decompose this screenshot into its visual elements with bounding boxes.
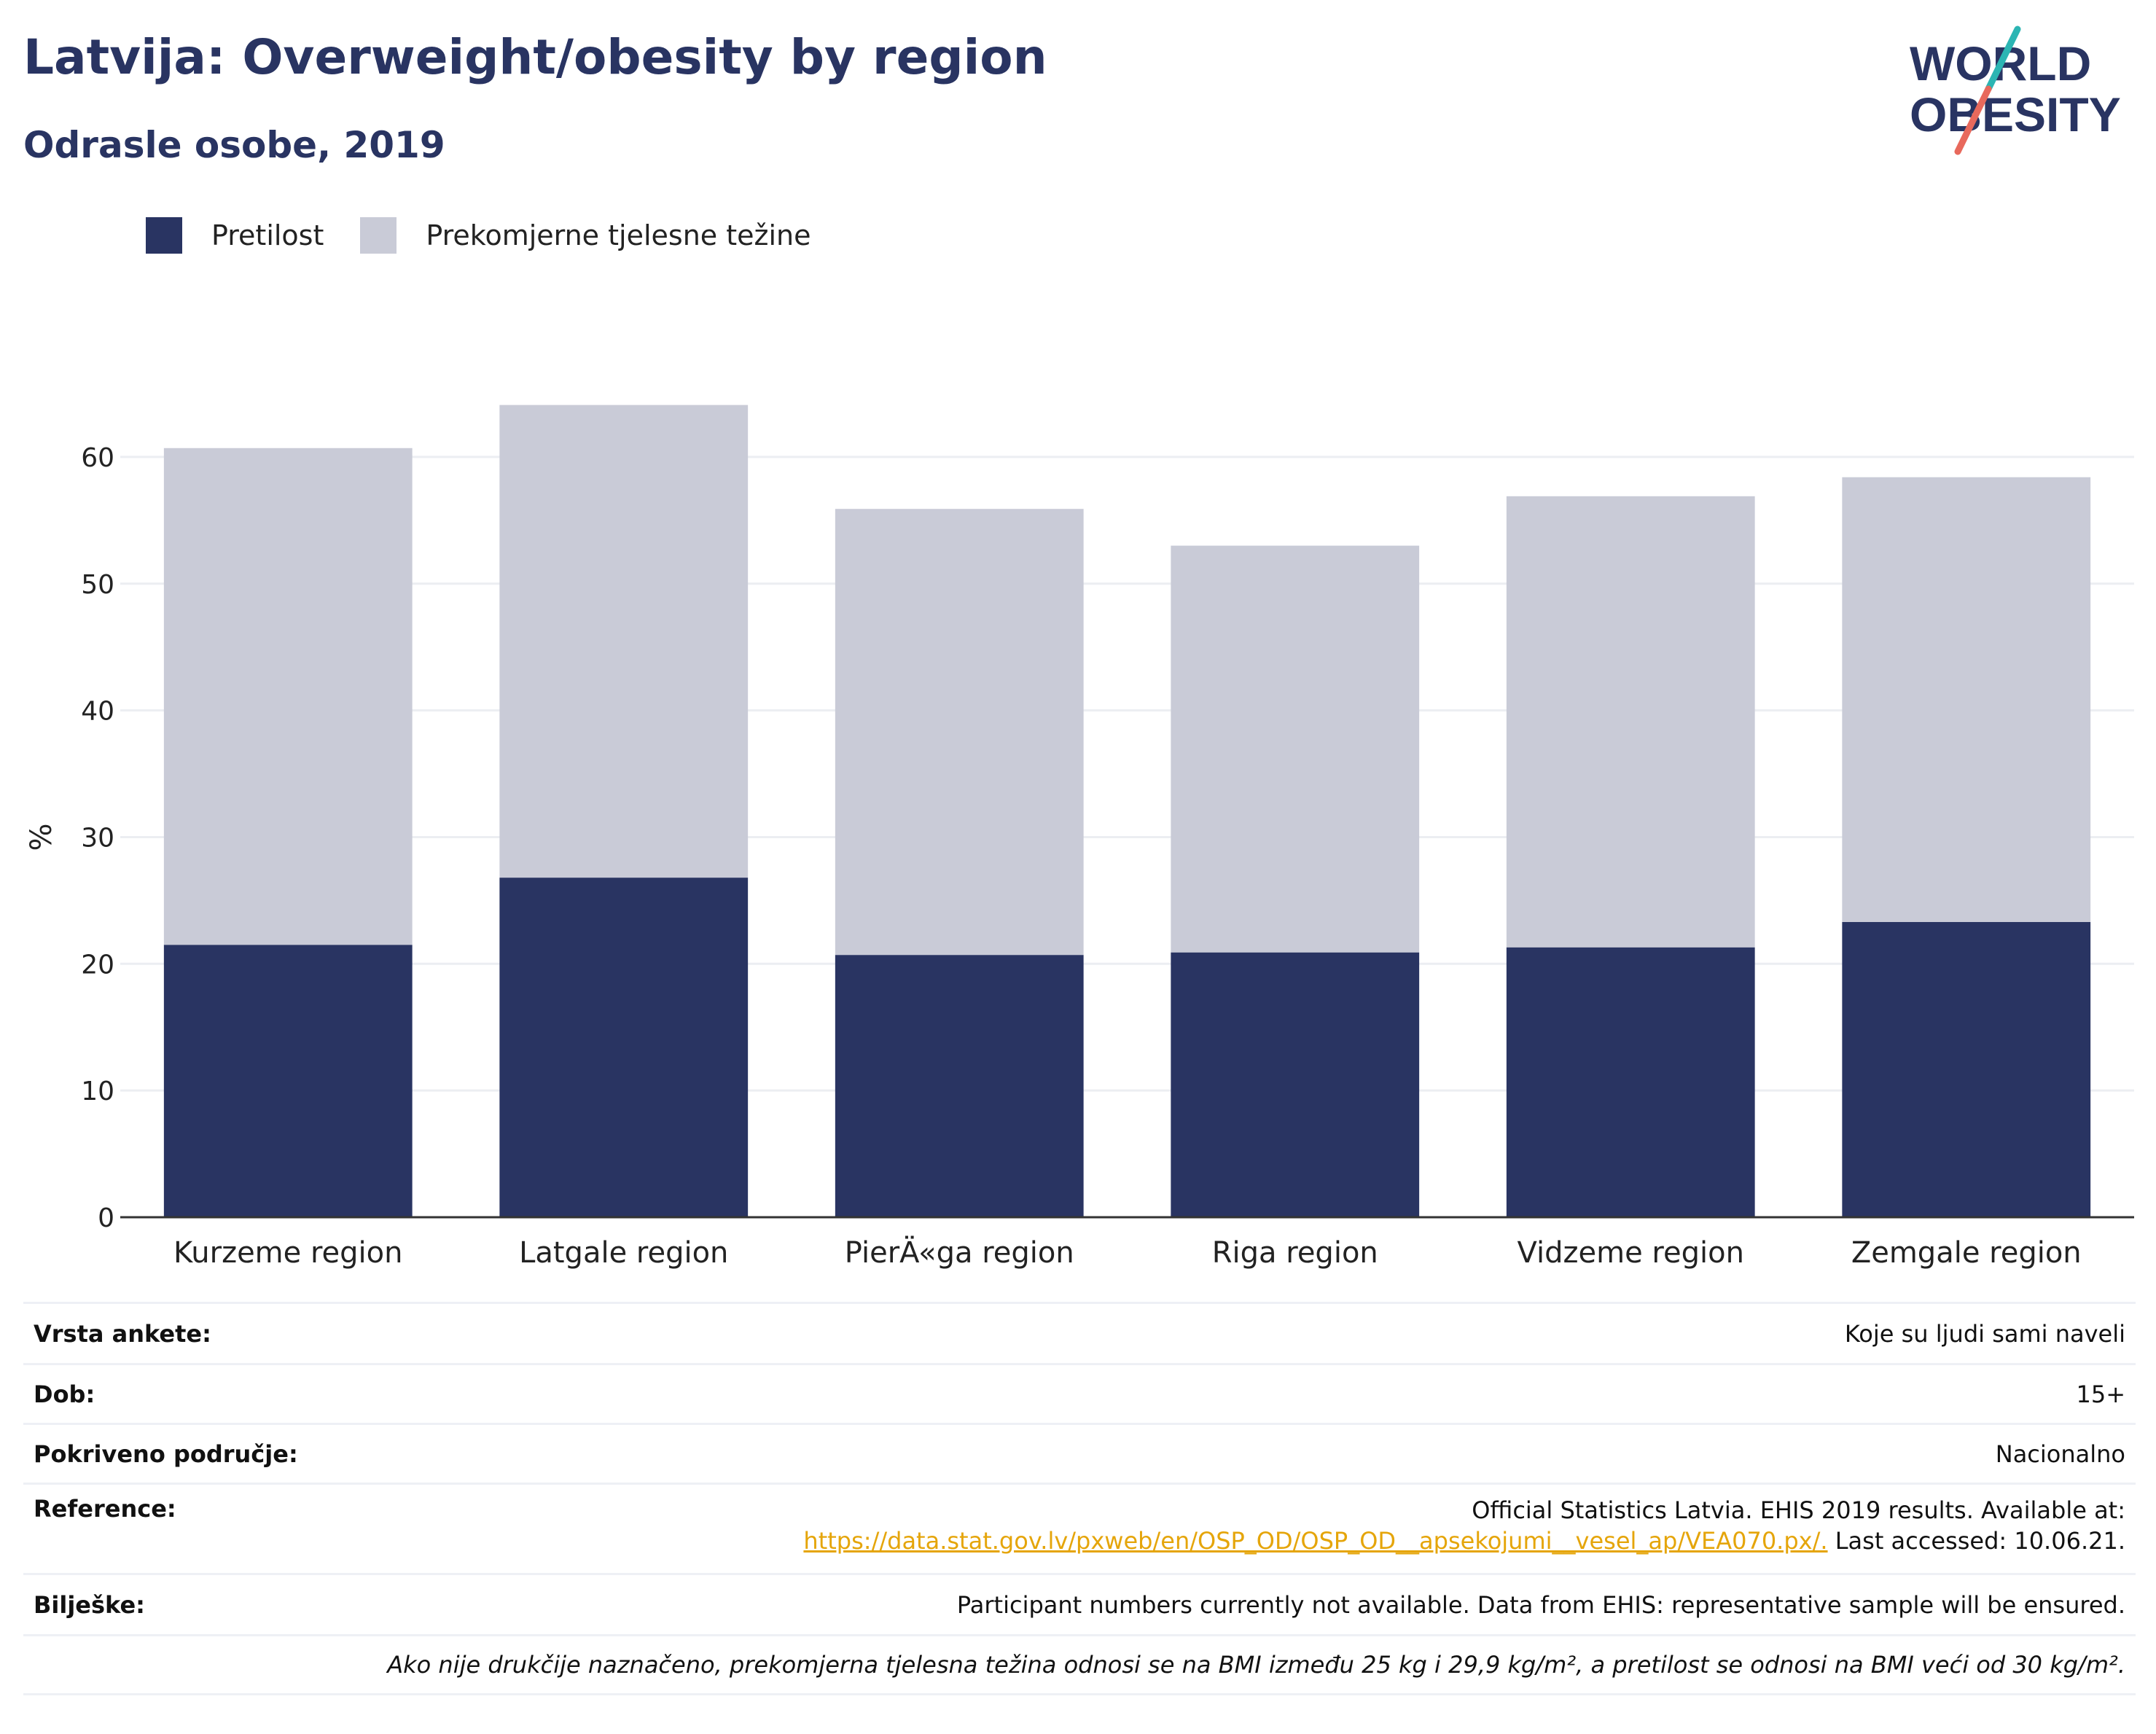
legend-swatch-overweight xyxy=(360,217,397,254)
legend-item-overweight: Prekomjerne tjelesne težine xyxy=(360,217,811,254)
x-tick-label: PierÄ«ga region xyxy=(845,1235,1074,1270)
info-row-coverage: Pokriveno područje: Nacionalno xyxy=(23,1423,2136,1483)
info-label-reference: Reference: xyxy=(34,1495,176,1523)
bar-overweight xyxy=(163,448,413,945)
bar-obesity xyxy=(835,955,1084,1217)
legend-label-overweight: Prekomjerne tjelesne težine xyxy=(426,219,811,251)
y-tick-label: 20 xyxy=(81,950,114,980)
info-label-survey-type: Vrsta ankete: xyxy=(34,1319,211,1348)
logo-slash-teal xyxy=(1985,26,2021,93)
bar-obesity xyxy=(1171,952,1420,1217)
info-row-age: Dob: 15+ xyxy=(23,1363,2136,1423)
info-value-notes: Participant numbers currently not availa… xyxy=(956,1590,2125,1619)
reference-accessed: Last accessed: 10.06.21. xyxy=(1827,1527,2125,1555)
info-value-coverage: Nacionalno xyxy=(1995,1440,2125,1468)
world-obesity-logo: WORLD OBESITY xyxy=(1910,26,2121,155)
y-tick-label: 50 xyxy=(81,570,114,600)
info-label-coverage: Pokriveno područje: xyxy=(34,1440,298,1468)
legend-swatch-obesity xyxy=(146,217,182,254)
chart-subtitle: Odrasle osobe, 2019 xyxy=(23,124,445,166)
bar-obesity xyxy=(1506,947,1755,1217)
bar-overweight xyxy=(499,405,749,878)
bar-obesity xyxy=(499,878,749,1217)
reference-text: Official Statistics Latvia. EHIS 2019 re… xyxy=(1472,1496,2125,1524)
bar-overweight xyxy=(1506,496,1755,948)
chart-title: Latvija: Overweight/obesity by region xyxy=(23,29,1047,85)
x-tick-label: Zemgale region xyxy=(1851,1236,2082,1270)
info-value-age: 15+ xyxy=(2076,1380,2125,1408)
footnote-definition: Ako nije drukčije naznačeno, prekomjerna… xyxy=(387,1651,2125,1679)
bar-overweight xyxy=(1171,545,1420,953)
x-tick-label: Kurzeme region xyxy=(173,1236,402,1270)
legend-item-obesity: Pretilost xyxy=(146,217,324,254)
y-tick-label: 10 xyxy=(81,1077,114,1106)
bar-obesity xyxy=(163,945,413,1217)
info-value-survey-type: Koje su ljudi sami naveli xyxy=(1844,1319,2125,1348)
logo-slash-coral xyxy=(1954,85,1992,155)
info-table: Vrsta ankete: Koje su ljudi sami naveli … xyxy=(23,1302,2136,1695)
info-row-survey-type: Vrsta ankete: Koje su ljudi sami naveli xyxy=(23,1302,2136,1363)
bar-overweight xyxy=(1842,477,2091,922)
info-row-footnote: Ako nije drukčije naznačeno, prekomjerna… xyxy=(23,1634,2136,1695)
info-row-reference: Reference: Official Statistics Latvia. E… xyxy=(23,1483,2136,1573)
bar-obesity xyxy=(1842,921,2091,1217)
info-label-notes: Bilješke: xyxy=(34,1590,145,1619)
y-tick-label: 60 xyxy=(81,443,114,473)
x-tick-label: Latgale region xyxy=(519,1236,728,1270)
x-tick-label: Vidzeme region xyxy=(1518,1236,1744,1270)
legend: Pretilost Prekomjerne tjelesne težine xyxy=(146,216,848,255)
info-value-reference: Official Statistics Latvia. EHIS 2019 re… xyxy=(803,1495,2136,1556)
legend-label-obesity: Pretilost xyxy=(211,219,324,251)
stacked-bar-chart: 0 10 20 30 40 50 60% Kurzeme region Latgale regi… xyxy=(25,405,2134,1270)
bar-overweight xyxy=(835,509,1084,956)
x-tick-label: Riga region xyxy=(1212,1236,1378,1270)
logo-word-obesity: OBESITY xyxy=(1910,87,2121,141)
y-tick-label: 0 xyxy=(98,1203,114,1233)
info-label-age: Dob: xyxy=(34,1380,95,1408)
y-tick-label: 30 xyxy=(81,823,114,853)
info-row-notes: Bilješke: Participant numbers currently … xyxy=(23,1573,2136,1634)
y-tick-label: 40 xyxy=(81,697,114,727)
reference-link[interactable]: https://data.stat.gov.lv/pxweb/en/OSP_OD… xyxy=(803,1527,1828,1555)
y-axis-label: % xyxy=(25,823,58,851)
